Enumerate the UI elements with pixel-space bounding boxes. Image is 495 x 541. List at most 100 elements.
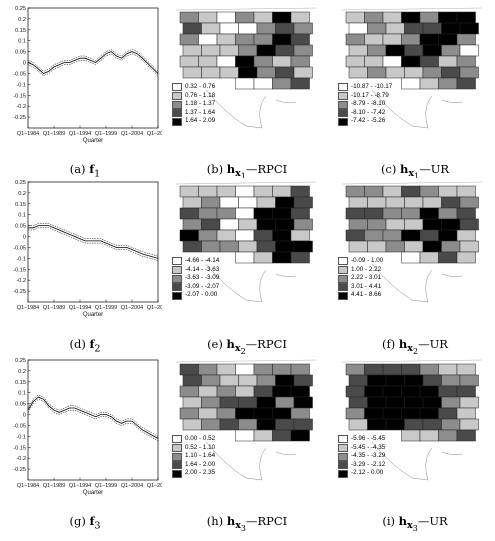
legend-label: 0.52 - 1.10: [185, 443, 216, 451]
caption-e: (e) hx2—RPCI: [207, 337, 287, 357]
factor-line: [27, 51, 159, 74]
y-tick-label: -0.2: [16, 104, 26, 110]
state-region: [201, 22, 221, 35]
map-hx1-rpci: 0.32 - 0.76 0.76 - 1.18 1.18 - 1.37 1.37 - …: [166, 4, 324, 132]
legend-label: -10.87 - -10.17: [351, 83, 393, 91]
state-region: [179, 229, 199, 242]
state-region: [253, 429, 273, 442]
state-region: [256, 196, 276, 209]
plot-frame: [27, 359, 159, 481]
state-region: [272, 385, 292, 398]
legend-entry: -8.10 - -7.42: [338, 109, 392, 118]
legend-entry: 1.64 - 2.09: [172, 117, 215, 126]
state-region: [456, 77, 476, 90]
state-region: [290, 363, 310, 376]
state-region: [438, 77, 458, 90]
state-region: [238, 66, 258, 79]
state-region: [441, 218, 461, 231]
x-tick-label: Q1−1999: [95, 131, 117, 137]
state-region: [290, 229, 310, 242]
state-region: [401, 407, 421, 420]
state-region: [290, 33, 310, 46]
state-region: [422, 240, 442, 253]
state-region: [290, 251, 310, 264]
state-region: [275, 418, 295, 431]
state-region: [179, 363, 199, 376]
state-region: [345, 33, 365, 46]
us-map-f: [341, 181, 483, 303]
state-region: [422, 418, 442, 431]
state-region: [441, 44, 461, 57]
legend-swatch: [338, 469, 348, 478]
state-region: [345, 11, 365, 24]
state-region: [345, 55, 365, 68]
x-tick-label: Q1−2004: [121, 483, 143, 489]
state-region: [253, 407, 273, 420]
x-tick-label: Q1−1989: [43, 305, 65, 311]
state-region: [275, 22, 295, 35]
state-region: [198, 207, 218, 220]
legend-label: -3.29 - -2.12: [351, 460, 386, 468]
state-region: [401, 55, 421, 68]
state-region: [441, 418, 461, 431]
state-region: [345, 207, 365, 220]
state-region: [364, 11, 384, 24]
state-region: [201, 240, 221, 253]
legend-swatch: [338, 452, 348, 461]
state-region: [385, 218, 405, 231]
y-tick-label: 0: [23, 61, 26, 67]
legend-label: 2.22 - 3.01: [351, 274, 382, 282]
y-tick-label: 0.25: [15, 358, 26, 364]
state-region: [367, 396, 387, 409]
state-region: [293, 218, 313, 231]
state-region: [364, 363, 384, 376]
state-region: [201, 396, 221, 409]
mexico-outline: [205, 263, 267, 303]
x-tick-label: Q1−2004: [121, 305, 143, 311]
state-region: [272, 251, 292, 264]
state-region: [419, 77, 439, 90]
state-region: [201, 374, 221, 387]
mexico-outline: [205, 89, 267, 129]
state-region: [179, 55, 199, 68]
state-region: [179, 407, 199, 420]
caption-g: (g) f3: [69, 514, 101, 532]
legend-label: -5.45 - -4.35: [351, 443, 386, 451]
state-region: [235, 385, 255, 398]
border-line: [341, 181, 483, 185]
state-region: [293, 66, 313, 79]
state-region: [253, 77, 273, 90]
state-region: [238, 22, 258, 35]
map-hx2-ur: -0.09 - 1.00 1.00 - 2.22 2.22 - 3.01 3.01 -…: [332, 178, 490, 306]
state-region: [179, 33, 199, 46]
legend-f: -0.09 - 1.00 1.00 - 2.22 2.22 - 3.01 3.01 -…: [338, 257, 383, 300]
state-region: [198, 385, 218, 398]
state-region: [385, 396, 405, 409]
legend-swatch: [172, 435, 182, 444]
lower-bound-line: [27, 53, 159, 76]
state-region: [382, 33, 402, 46]
state-region: [404, 240, 424, 253]
legend-c: -10.87 - -10.17 -10.17 - -8.79 -8.79 - -8.…: [338, 83, 392, 126]
state-region: [201, 44, 221, 57]
state-region: [348, 240, 368, 253]
caption-d: (d) f2: [69, 337, 101, 355]
state-region: [422, 44, 442, 57]
state-region: [238, 196, 258, 209]
state-region: [419, 33, 439, 46]
legend-label: -10.17 - -8.79: [351, 91, 389, 99]
state-region: [219, 66, 239, 79]
state-region: [364, 185, 384, 198]
x-tick-label: Q1−1999: [95, 305, 117, 311]
legend-label: 1.37 - 1.64: [185, 108, 216, 116]
state-region: [235, 33, 255, 46]
legend-entry: 2.22 - 3.01: [338, 274, 383, 283]
state-region: [235, 77, 255, 90]
state-region: [182, 240, 202, 253]
legend-swatch: [172, 265, 182, 274]
chart-f3: 0.25 0.2 0.15 0.1 0.05 0 -0.05 -0.1 -0.15 -0.2 -0.…: [2, 356, 162, 506]
map-hx1-ur: -10.87 - -10.17 -10.17 - -8.79 -8.79 - -8.…: [332, 4, 490, 132]
legend-swatch: [172, 117, 182, 126]
state-region: [216, 185, 236, 198]
state-region: [422, 196, 442, 209]
